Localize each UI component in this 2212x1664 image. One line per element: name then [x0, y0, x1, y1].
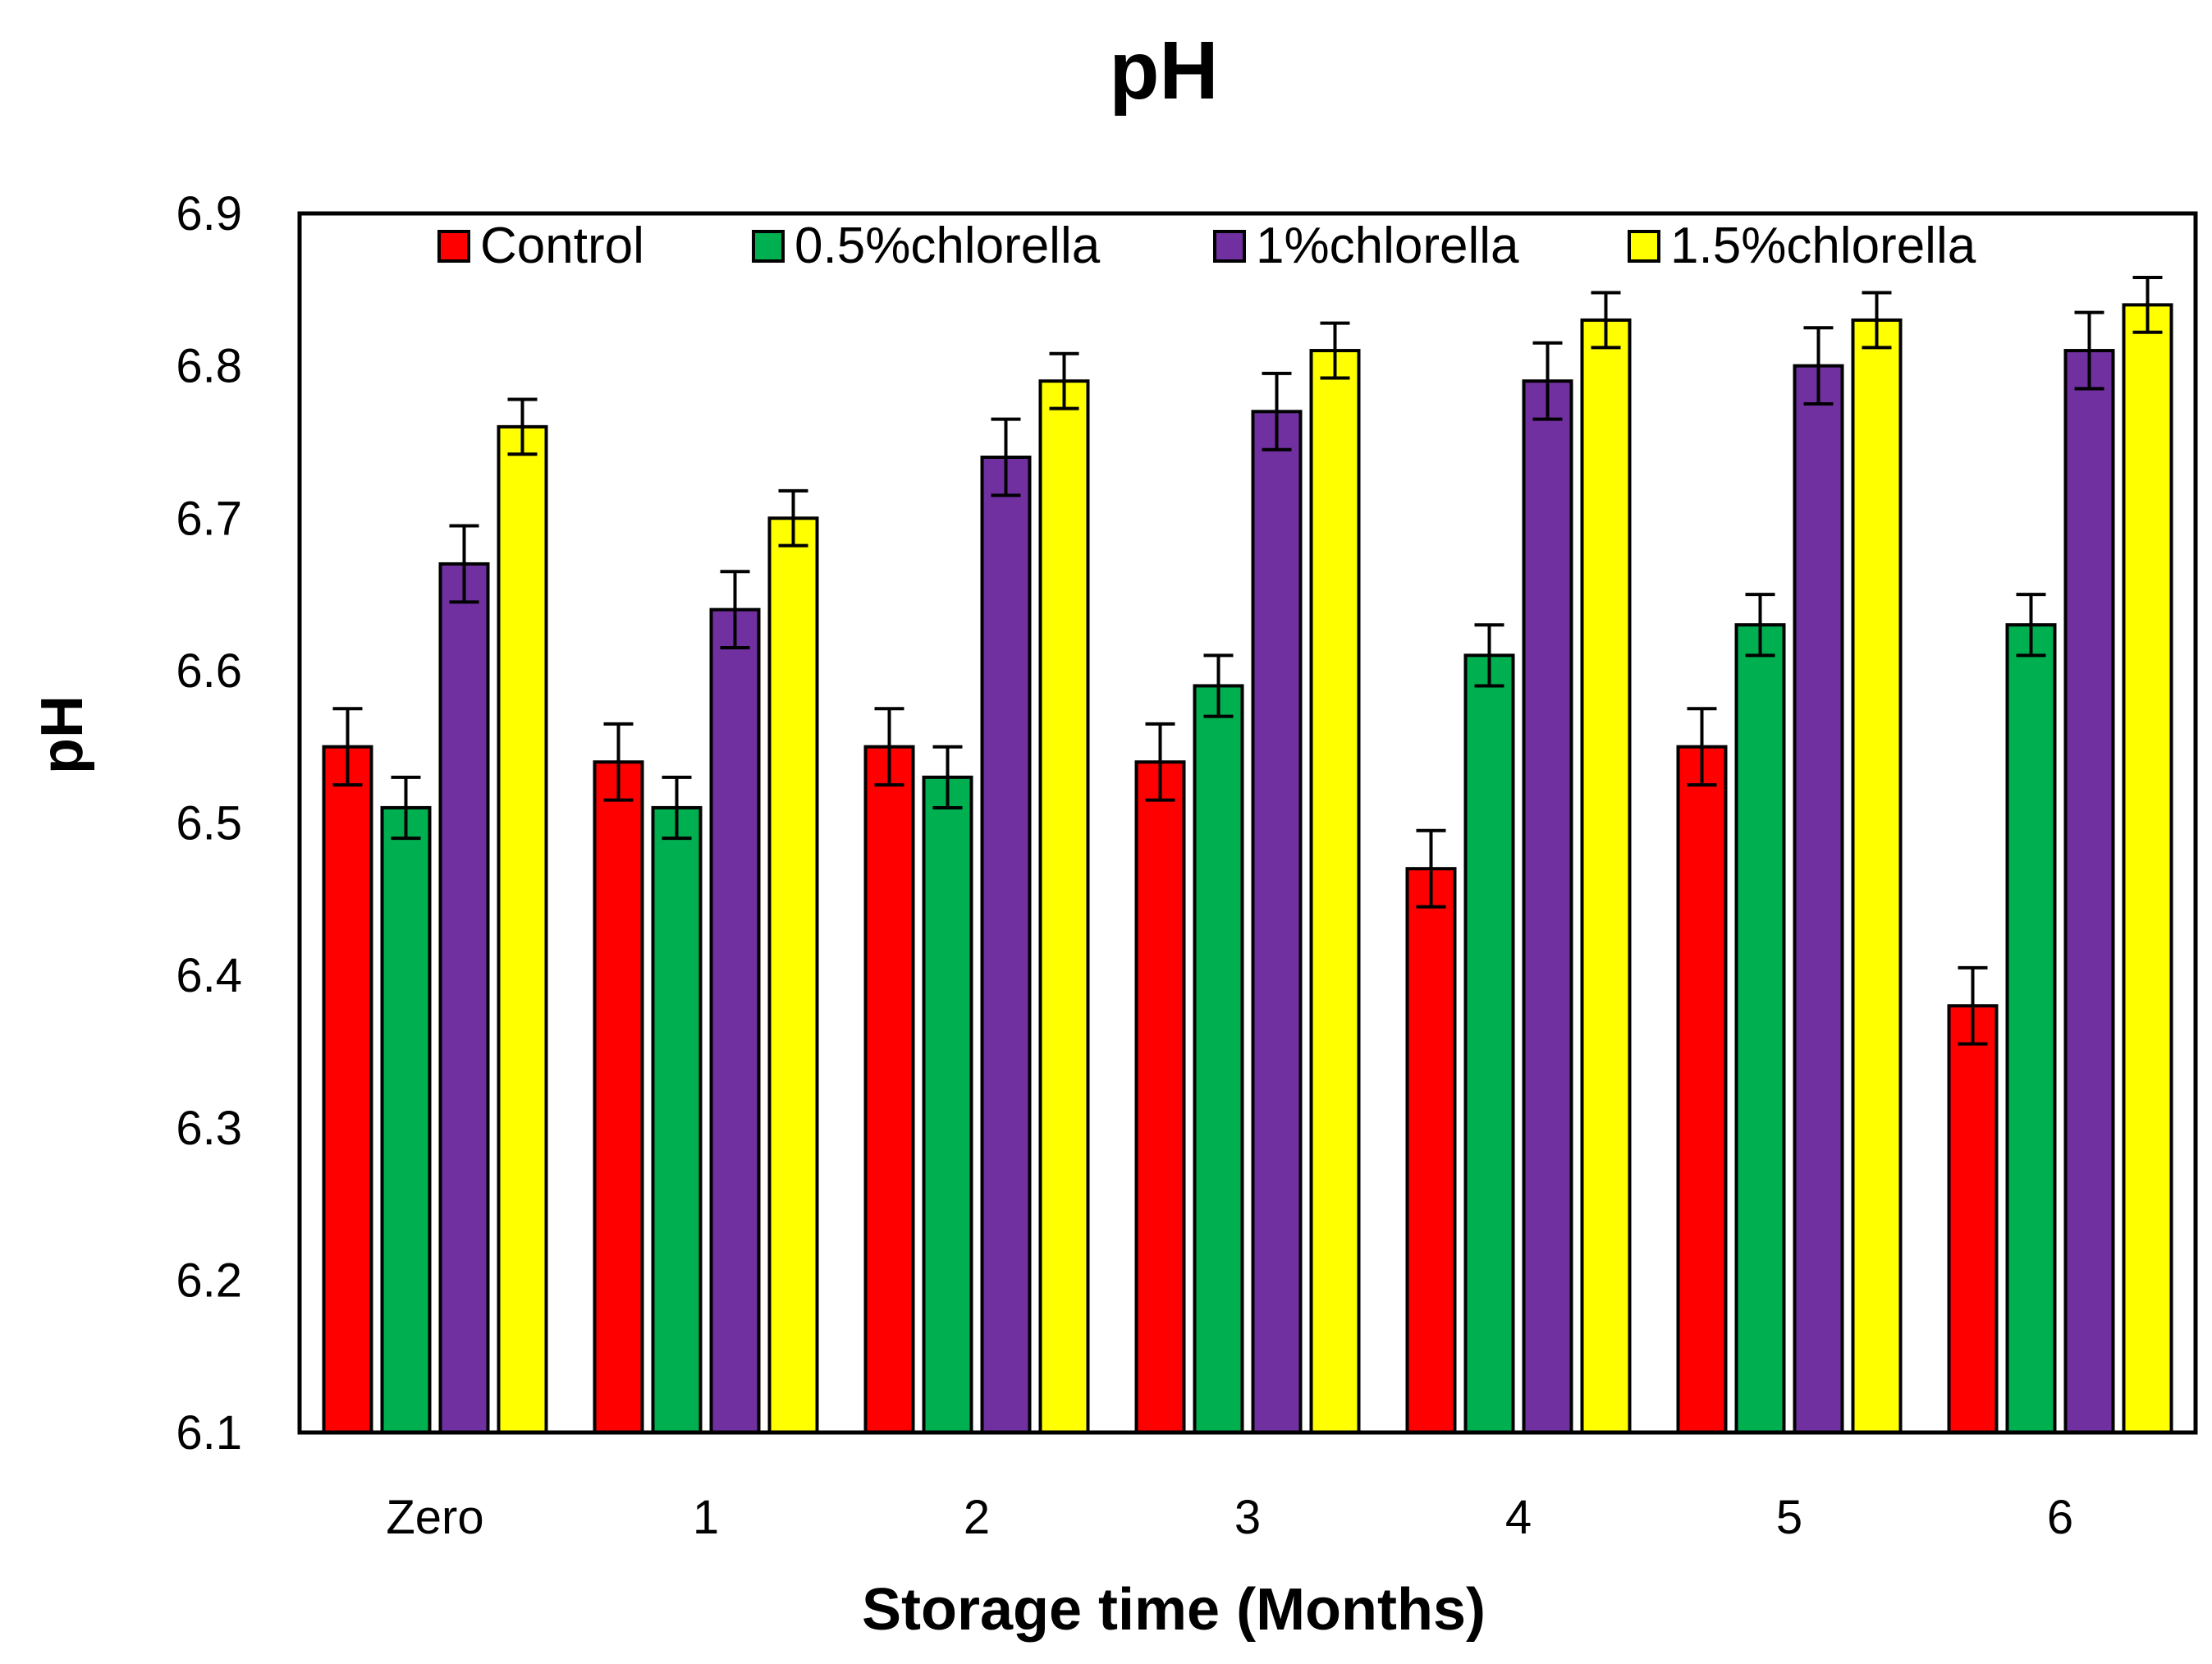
legend-item: 1.5%chlorella	[1628, 218, 1976, 274]
bar-1-chlorella-5	[1793, 364, 1844, 1434]
y-tick-label: 6.5	[176, 797, 242, 850]
bar-0-5-chlorella-1	[651, 805, 703, 1434]
bar-1-5-chlorella-1	[767, 516, 819, 1434]
error-bar	[1745, 593, 1775, 658]
error-bar	[1203, 653, 1234, 718]
legend-label: 1%chlorella	[1256, 218, 1519, 274]
error-bar	[932, 745, 963, 809]
bar-1-5-chlorella-4	[1580, 318, 1632, 1434]
legend: Control 0.5%chlorella 1%chlorella 1.5%chlor…	[437, 218, 1976, 274]
error-bar-group	[332, 275, 2163, 1046]
error-bar	[1591, 291, 1621, 350]
legend-item: 0.5%chlorella	[752, 218, 1101, 274]
bar-1-chlorella-6	[2063, 349, 2115, 1434]
bar-0-5-chlorella-4	[1463, 653, 1515, 1434]
x-tick-label: 6	[2047, 1491, 2073, 1544]
error-bar	[1145, 722, 1175, 802]
x-tick-label: 3	[1234, 1491, 1261, 1544]
error-bar	[662, 775, 692, 841]
error-bar	[332, 707, 363, 787]
y-tick-labels: 6.1 6.2 6.3 6.4 6.5 6.6 6.7 6.8 6.9	[176, 187, 242, 1460]
bar-0-5-chlorella-2	[922, 775, 973, 1434]
bar-1-chlorella-1	[709, 607, 761, 1434]
y-tick-label: 6.2	[176, 1254, 242, 1307]
bar-control-4	[1405, 867, 1457, 1434]
bar-1-5-chlorella-zero	[497, 424, 548, 1434]
x-tick-label: 5	[1776, 1491, 1802, 1544]
error-bar	[1687, 707, 1717, 787]
legend-label: 1.5%chlorella	[1670, 218, 1976, 274]
error-bar	[2132, 275, 2163, 334]
x-axis-title: Storage time (Months)	[862, 1577, 1486, 1643]
y-tick-label: 6.4	[176, 949, 242, 1002]
y-tick-label: 6.6	[176, 644, 242, 698]
error-bar	[507, 397, 538, 456]
error-bar	[1416, 828, 1446, 909]
error-bar	[391, 775, 421, 841]
bar-0-5-chlorella-zero	[380, 805, 432, 1434]
y-tick-label: 6.7	[176, 492, 242, 545]
y-tick-label: 6.1	[176, 1406, 242, 1460]
x-tick-labels: Zero 1 2 3 4 5 6	[386, 1491, 2073, 1544]
legend-item: 1%chlorella	[1213, 218, 1519, 274]
legend-swatch	[437, 230, 470, 263]
legend-swatch	[1213, 230, 1246, 263]
bar-0-5-chlorella-5	[1734, 623, 1786, 1434]
chart-title: pH	[1109, 25, 1218, 117]
legend-item: Control	[437, 218, 644, 274]
bar-control-zero	[322, 745, 373, 1434]
error-bar	[1532, 341, 1563, 421]
bar-control-3	[1134, 760, 1186, 1434]
error-bar	[1320, 321, 1350, 380]
bar-1-chlorella-2	[980, 456, 1032, 1434]
error-bar	[603, 722, 634, 802]
y-axis-title: pH	[30, 695, 95, 774]
bar-1-chlorella-4	[1522, 379, 1573, 1434]
error-bar	[1474, 623, 1504, 688]
bar-1-chlorella-3	[1251, 410, 1303, 1434]
error-bar	[2016, 593, 2046, 658]
legend-label: Control	[480, 218, 644, 274]
legend-swatch	[1628, 230, 1660, 263]
y-tick-label: 6.9	[176, 187, 242, 241]
y-tick-label: 6.8	[176, 340, 242, 393]
bar-control-6	[1947, 1004, 1999, 1434]
bar-1-5-chlorella-6	[2122, 303, 2173, 1434]
legend-swatch	[752, 230, 785, 263]
error-bar	[720, 570, 750, 650]
error-bar	[449, 524, 479, 604]
bar-0-5-chlorella-3	[1193, 684, 1244, 1434]
bar-0-5-chlorella-6	[2005, 623, 2057, 1434]
bar-control-1	[593, 760, 644, 1434]
bar-1-5-chlorella-5	[1851, 318, 1903, 1434]
bar-control-2	[863, 745, 915, 1434]
error-bar	[1862, 291, 1892, 350]
legend-label: 0.5%chlorella	[795, 218, 1101, 274]
error-bar	[2074, 310, 2104, 391]
error-bar	[874, 707, 904, 787]
bar-1-5-chlorella-2	[1038, 379, 1090, 1434]
x-tick-label: 1	[693, 1491, 719, 1544]
bar-1-5-chlorella-3	[1309, 349, 1361, 1434]
error-bar	[991, 417, 1021, 497]
error-bar	[1262, 371, 1292, 452]
bar-series-group	[322, 303, 2173, 1434]
x-tick-label: Zero	[386, 1491, 483, 1544]
y-tick-label: 6.3	[176, 1102, 242, 1155]
bar-1-chlorella-zero	[438, 562, 490, 1434]
error-bar	[1803, 326, 1834, 406]
x-tick-label: 2	[964, 1491, 990, 1544]
error-bar	[1958, 965, 1988, 1046]
error-bar	[778, 488, 808, 548]
x-tick-label: 4	[1505, 1491, 1532, 1544]
bar-control-5	[1676, 745, 1728, 1434]
plot-frame	[297, 211, 2198, 1435]
error-bar	[1049, 351, 1079, 410]
